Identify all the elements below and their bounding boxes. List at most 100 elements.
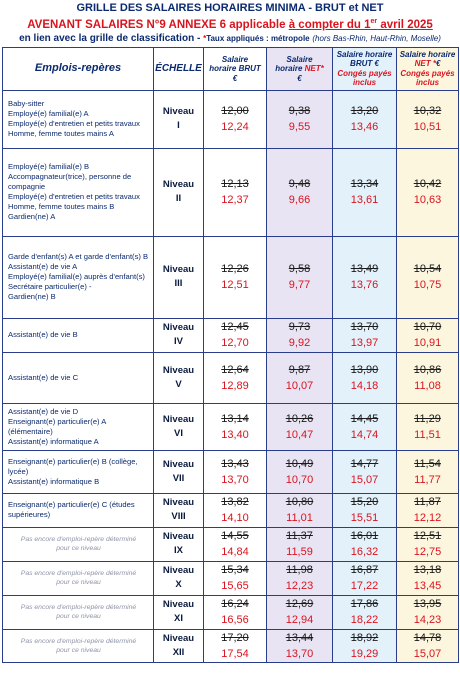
emplois-line: Gardien(ne) A [8,212,56,222]
brut-b: horaire BRUT [209,64,261,74]
salary-table: Emplois-repères ÉCHELLE Salaire horaire B… [2,46,459,663]
netcp-old-value: 11,87 [414,496,441,509]
emplois-line: Pas encore d'emploi-repère déterminé [20,637,137,645]
cp-old-value: 18,92 [350,631,379,644]
cp-b: BRUT € [350,59,379,69]
netcp-new-value: 11,08 [414,379,441,392]
netcp-old-value: 13,95 [413,598,442,611]
cp-cell: 16,01 16,32 [332,526,397,562]
note-rate: Taux appliqués : métropole [206,33,310,43]
cp-old-value: 16,01 [350,530,379,543]
netcp-old-value: 10,54 [413,263,442,276]
emplois-line: Assistant(e) de vie B [8,330,78,340]
cp-new-value: 13,46 [350,121,379,134]
emplois-cell: Pas encore d'emploi-repère déterminé pour… [2,526,154,562]
netcp-old-value: 11,54 [414,457,441,470]
cp-cell: 14,77 15,07 [332,449,397,494]
col-header-brut: Salaire horaire BRUT € [203,46,267,91]
netcp-cell: 13,95 14,23 [396,594,459,630]
cp-cell: 13,34 13,61 [332,147,397,237]
emplois-cell: Enseignant(e) particulier(e) C (études s… [2,492,154,528]
netcp-cell: 10,86 11,08 [396,351,459,404]
cp-new-value: 15,51 [350,512,379,525]
emplois-line: pour ce niveau [56,646,101,654]
col-header-brut-cp: Salaire horaire BRUT € Congés payés inclus [332,46,397,91]
netcp-old-value: 10,86 [413,363,442,376]
emplois-line: pour ce niveau [56,579,101,587]
emplois-line: Assistant(e) de vie A [8,262,78,272]
cp-old-value: 13,90 [350,363,379,376]
emplois-line: Employé(e) familial(e) A [8,109,89,119]
brut-c: € [232,73,238,83]
emplois-line: Accompagnateur(trice), personne de compa… [8,172,132,192]
table-row: Pas encore d'emploi-repère déterminé pour… [2,594,459,630]
table-row: Pas encore d'emploi-repère déterminé pour… [2,526,459,562]
net-new-value: 11,01 [286,512,313,525]
niveau-label: Niveau [162,497,195,509]
net-a: Salaire [286,54,313,64]
subtitle-prefix: AVENANT SALAIRES N°9 ANNEXE 6 applicable [27,18,289,31]
cp-red: Congés payés [337,68,392,78]
emplois-line: pour ce niveau [56,613,101,621]
netcp-cell: 11,54 11,77 [396,449,459,494]
brut-old-value: 13,43 [221,457,249,470]
net-old-value: 10,49 [285,457,314,470]
cp-old-value: 16,87 [350,564,379,577]
netcp-cell: 10,32 10,51 [396,89,459,149]
niveau-cell: Niveau XII [153,628,204,663]
page-subtitle: AVENANT SALAIRES N°9 ANNEXE 6 applicable… [0,15,460,32]
niveau-cell: Niveau I [153,89,204,149]
niveau-label: IX [174,545,183,557]
table-row: Assistant(e) de vie B Niveau IV 12,45 12,70 9… [2,317,459,353]
table-row: Enseignant(e) particulier(e) B (collège,… [2,449,459,494]
brut-cell: 12,64 12,89 [203,351,267,404]
niveau-cell: Niveau IX [153,526,204,562]
netcp-cell: 11,29 11,51 [396,402,459,451]
netcp-old-value: 10,32 [413,105,442,118]
net-cell: 9,87 10,07 [266,351,333,404]
emplois-cell: Pas encore d'emploi-repère déterminé pour… [2,594,154,630]
cp-old-value: 15,20 [350,496,379,509]
cp-new-value: 13,97 [350,337,379,350]
net-cell: 10,49 10,70 [266,449,333,494]
net-new-value: 12,94 [285,614,314,627]
niveau-label: Niveau [162,458,195,470]
emplois-cell: Enseignant(e) particulier(e) B (collège,… [2,449,154,494]
brut-old-value: 12,64 [221,363,249,376]
net-cell: 12,69 12,94 [266,594,333,630]
netcp-new-value: 13,45 [413,580,442,593]
niveau-cell: Niveau XI [153,594,204,630]
brut-new-value: 17,54 [221,647,249,660]
niveau-cell: Niveau II [153,147,204,237]
brut-cell: 12,26 12,51 [203,235,267,319]
col-header-net: Salaire horaire NET* € [266,46,333,91]
cp-cell: 13,20 13,46 [332,89,397,149]
netcp-c: inclus [415,78,440,88]
emplois-line: Pas encore d'emploi-repère déterminé [20,604,137,612]
emplois-cell: Pas encore d'emploi-repère déterminé pour… [2,560,154,596]
brut-cell: 16,24 16,56 [203,594,267,630]
cp-new-value: 14,18 [350,379,379,392]
note-exclusion: (hors Bas-Rhin, Haut-Rhin, Moselle) [312,33,441,43]
cp-cell: 14,45 14,74 [332,402,397,451]
net-old-value: 9,58 [288,263,311,276]
niveau-label: Niveau [162,565,195,577]
net-new-value: 13,70 [285,647,314,660]
cp-new-value: 18,22 [350,614,379,627]
col-header-emplois: Emplois-repères [2,46,154,91]
netcp-old-value: 14,78 [413,631,442,644]
emplois-cell: Assistant(e) de vie D Enseignant(e) parti… [2,402,154,451]
niveau-cell: Niveau VI [153,402,204,451]
brut-cell: 13,82 14,10 [203,492,267,528]
emplois-cell: Assistant(e) de vie C [2,351,154,404]
netcp-cell: 10,42 10,63 [396,147,459,237]
subtitle-date-a: à compter du 1 [288,18,371,31]
niveau-label: VIII [171,511,186,523]
cp-old-value: 13,70 [350,321,379,334]
niveau-label: X [175,579,182,591]
net-cell: 10,26 10,47 [266,402,333,451]
brut-new-value: 15,65 [221,580,249,593]
cp-old-value: 13,34 [350,178,379,191]
niveau-cell: Niveau VIII [153,492,204,528]
emplois-line: Homme, femme toutes mains A [8,129,114,139]
